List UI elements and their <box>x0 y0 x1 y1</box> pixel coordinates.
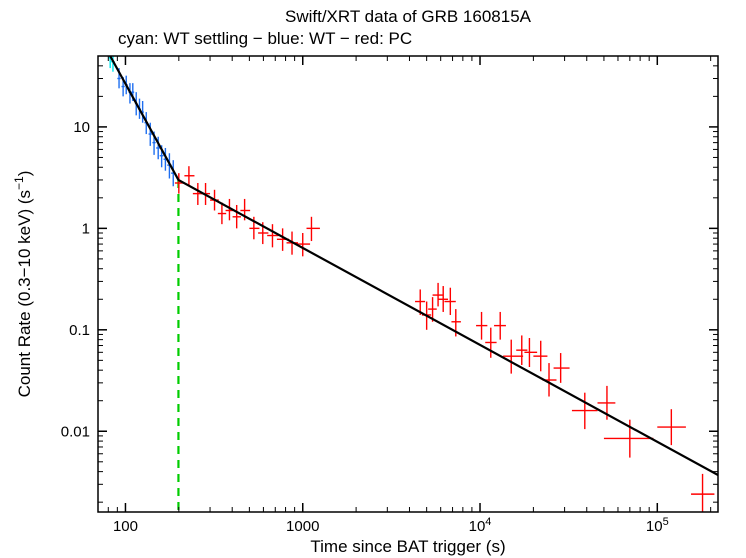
chart-container: Swift/XRT data of GRB 160815A cyan: WT se… <box>0 0 746 558</box>
axis-frame <box>98 56 718 512</box>
x-tick-label: 104 <box>469 516 492 535</box>
x-tick-label: 100 <box>113 518 138 535</box>
plot-area <box>108 49 718 514</box>
y-tick-label: 1 <box>82 220 90 237</box>
y-tick-label: 0.01 <box>61 423 90 440</box>
chart-title: Swift/XRT data of GRB 160815A <box>285 7 532 26</box>
y-tick-label: 0.1 <box>69 322 90 339</box>
fit-line <box>110 56 718 475</box>
y-tick-label: 10 <box>73 119 90 136</box>
x-axis-label: Time since BAT trigger (s) <box>310 537 505 556</box>
x-tick-label: 105 <box>646 516 669 535</box>
y-axis-label: Count Rate (0.3−10 keV) (s−1) <box>12 171 34 398</box>
series-pc <box>175 166 715 515</box>
chart-subtitle: cyan: WT settling − blue: WT − red: PC <box>118 29 412 48</box>
x-tick-label: 1000 <box>286 518 319 535</box>
lightcurve-chart: Swift/XRT data of GRB 160815A cyan: WT se… <box>0 0 746 558</box>
